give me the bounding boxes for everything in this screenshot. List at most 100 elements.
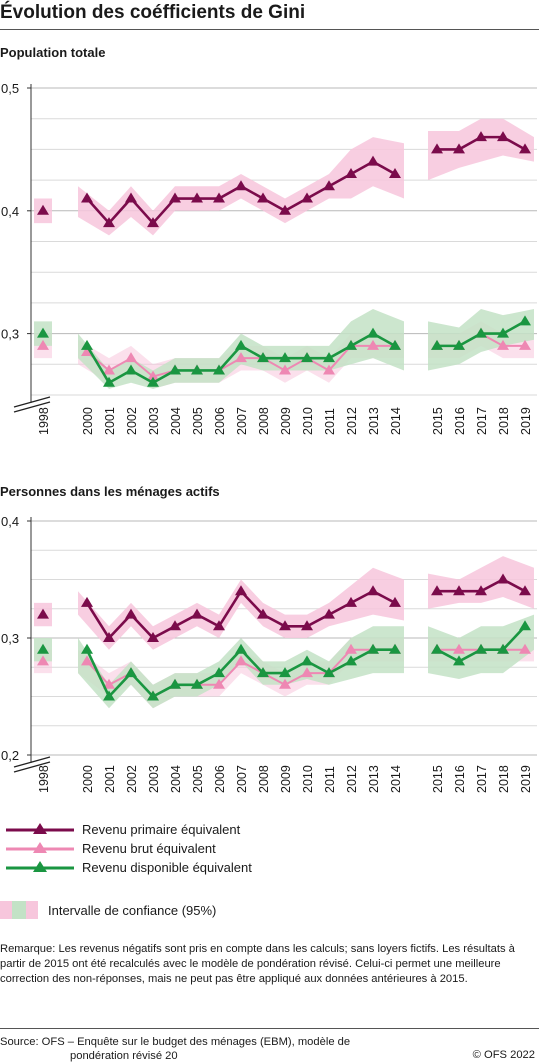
data-point — [431, 585, 443, 596]
data-point — [37, 643, 49, 654]
page-title: Évolution des coéfficients de Gini — [0, 2, 306, 23]
data-point — [147, 690, 159, 701]
data-point — [475, 327, 487, 338]
chart-population-totale: 0,5 0,4 0,3 1998 2000 2001 2002 2003 2004 2005 200… — [1, 81, 537, 435]
x-tick-label: 2019 — [519, 407, 533, 435]
data-point — [37, 608, 49, 619]
x-tick-label: 2008 — [257, 765, 271, 793]
data-point — [125, 667, 137, 678]
data-point — [323, 364, 335, 375]
data-point — [191, 192, 203, 203]
x-tick-label: 2015 — [431, 407, 445, 435]
data-point — [453, 143, 465, 154]
data-point — [191, 364, 203, 375]
data-point — [367, 327, 379, 338]
ci-label: Intervalle de confiance (95%) — [48, 903, 217, 918]
data-point — [169, 364, 181, 375]
data-point — [103, 690, 115, 701]
data-point — [301, 655, 313, 666]
x-tick-label: 2015 — [431, 765, 445, 793]
data-point — [367, 339, 379, 350]
data-point — [125, 608, 137, 619]
data-point — [519, 585, 531, 596]
x-tick-label: 2000 — [81, 407, 95, 435]
data-point — [389, 596, 401, 607]
data-point — [389, 339, 401, 350]
x-tick-label: 2014 — [389, 407, 403, 435]
remark-text: Remarque: Les revenus négatifs sont pris… — [0, 943, 515, 985]
data-point — [279, 678, 291, 689]
x-tick-label: 2005 — [191, 765, 205, 793]
x-tick-label: 2019 — [519, 765, 533, 793]
data-point — [147, 217, 159, 228]
data-point — [453, 655, 465, 666]
confidence-band — [78, 626, 404, 709]
x-tick-label: 2001 — [103, 407, 117, 435]
data-point — [37, 655, 49, 666]
data-point — [301, 620, 313, 631]
data-point — [81, 192, 93, 203]
x-tick-label: 2006 — [213, 407, 227, 435]
data-point — [169, 678, 181, 689]
data-point — [257, 608, 269, 619]
data-point — [497, 573, 509, 584]
data-point — [103, 678, 115, 689]
data-point — [431, 143, 443, 154]
x-tick-label: 2014 — [389, 765, 403, 793]
axis-break-mark — [13, 401, 51, 413]
x-tick-label: 2009 — [279, 765, 293, 793]
data-point — [367, 643, 379, 654]
y-tick-label: 0,5 — [1, 81, 19, 96]
y-tick-label: 0,3 — [1, 327, 19, 342]
legend: Revenu primaire équivalent Revenu brut é… — [0, 818, 539, 928]
ci-swatch — [0, 901, 38, 919]
chart-menages-actifs: 0,4 0,3 0,2 1998 2000 2001 2002 2003 2004 2005 200… — [1, 514, 537, 793]
confidence-band — [428, 309, 534, 371]
data-point — [37, 327, 49, 338]
x-tick-label: 2018 — [497, 407, 511, 435]
x-tick-label: 2007 — [235, 407, 249, 435]
chart1-title: Population totale — [0, 45, 106, 60]
data-point — [257, 192, 269, 203]
confidence-band — [428, 118, 534, 181]
x-tick-label: 2008 — [257, 407, 271, 435]
data-point — [257, 352, 269, 363]
data-point — [323, 608, 335, 619]
data-point — [279, 620, 291, 631]
data-point — [323, 667, 335, 678]
data-point — [279, 352, 291, 363]
data-point — [81, 596, 93, 607]
data-point — [169, 192, 181, 203]
x-tick-label: 2006 — [213, 765, 227, 793]
y-tick-label: 0,2 — [1, 748, 19, 763]
copyright: © OFS 2022 — [472, 1049, 535, 1061]
x-tick-label: 2007 — [235, 765, 249, 793]
data-point — [81, 643, 93, 654]
data-point — [345, 167, 357, 178]
data-point — [345, 655, 357, 666]
data-point — [519, 620, 531, 631]
data-point — [345, 643, 357, 654]
x-tick-label: 2002 — [125, 765, 139, 793]
x-tick-label: 2016 — [453, 407, 467, 435]
data-point — [345, 339, 357, 350]
footer-rule — [0, 1028, 539, 1029]
y-tick-label: 0,4 — [1, 514, 19, 529]
x-tick-label: 2016 — [453, 765, 467, 793]
x-tick-label: 2017 — [475, 765, 489, 793]
axis-break-mark — [13, 756, 51, 768]
data-point — [125, 364, 137, 375]
x-tick-label: 1998 — [37, 765, 51, 793]
data-point — [519, 339, 531, 350]
legend-label-disponible: Revenu disponible équivalent — [82, 860, 252, 875]
x-tick-label: 2002 — [125, 407, 139, 435]
axis-break-mark — [13, 761, 51, 773]
data-point — [519, 643, 531, 654]
x-tick-label: 2013 — [367, 407, 381, 435]
data-point — [213, 667, 225, 678]
legend-marker-primaire — [6, 823, 74, 834]
x-tick-label: 2009 — [279, 407, 293, 435]
x-tick-label: 2012 — [345, 765, 359, 793]
data-point — [103, 376, 115, 387]
data-point — [213, 620, 225, 631]
